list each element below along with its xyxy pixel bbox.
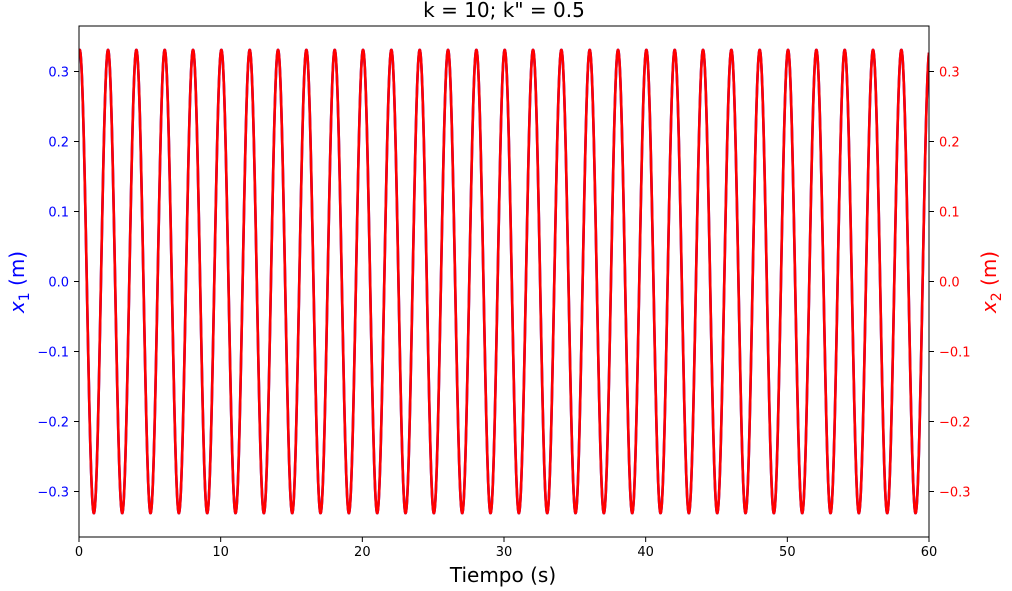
- y-right-tick-label: 0.2: [939, 136, 960, 151]
- y-left-tick-label: 0.2: [48, 136, 69, 151]
- y-axis-right: −0.3 −0.2 −0.1 0.0 0.1 0.2 0.3: [929, 66, 971, 501]
- y-right-tick-label: 0.0: [939, 276, 960, 291]
- x-axis: 0 10 20 30 40 50 60: [75, 537, 937, 560]
- plot-area: [78, 25, 930, 538]
- x-axis-label: Tiempo (s): [449, 563, 556, 587]
- y-left-tick-label: 0.0: [48, 276, 69, 291]
- chart-title: k = 10; k" = 0.5: [423, 0, 585, 22]
- y-axis-left: −0.3 −0.2 −0.1 0.0 0.1 0.2 0.3: [37, 66, 79, 501]
- y-axis-right-label: x2 (m): [977, 251, 1005, 314]
- y-right-tick-label: −0.3: [939, 486, 971, 501]
- x-tick-label: 50: [779, 545, 796, 560]
- y-left-tick-label: −0.2: [37, 416, 69, 431]
- y-right-tick-label: 0.3: [939, 66, 960, 81]
- x-tick-label: 0: [75, 545, 83, 560]
- series-line-x2: [79, 48, 929, 515]
- x-tick-label: 40: [637, 545, 654, 560]
- x-tick-label: 30: [496, 545, 513, 560]
- y-left-tick-label: 0.1: [48, 206, 69, 221]
- y-right-tick-label: −0.1: [939, 346, 971, 361]
- plot-frame: [78, 25, 930, 538]
- y-left-tick-label: 0.3: [48, 66, 69, 81]
- y-axis-left-label: x1 (m): [5, 251, 33, 314]
- x-tick-label: 20: [354, 545, 371, 560]
- series-line-x1: [79, 48, 929, 515]
- y-left-tick-label: −0.3: [37, 486, 69, 501]
- x-tick-label: 10: [212, 545, 229, 560]
- x-tick-label: 60: [921, 545, 938, 560]
- y-left-tick-label: −0.1: [37, 346, 69, 361]
- y-right-tick-label: −0.2: [939, 416, 971, 431]
- y-right-tick-label: 0.1: [939, 206, 960, 221]
